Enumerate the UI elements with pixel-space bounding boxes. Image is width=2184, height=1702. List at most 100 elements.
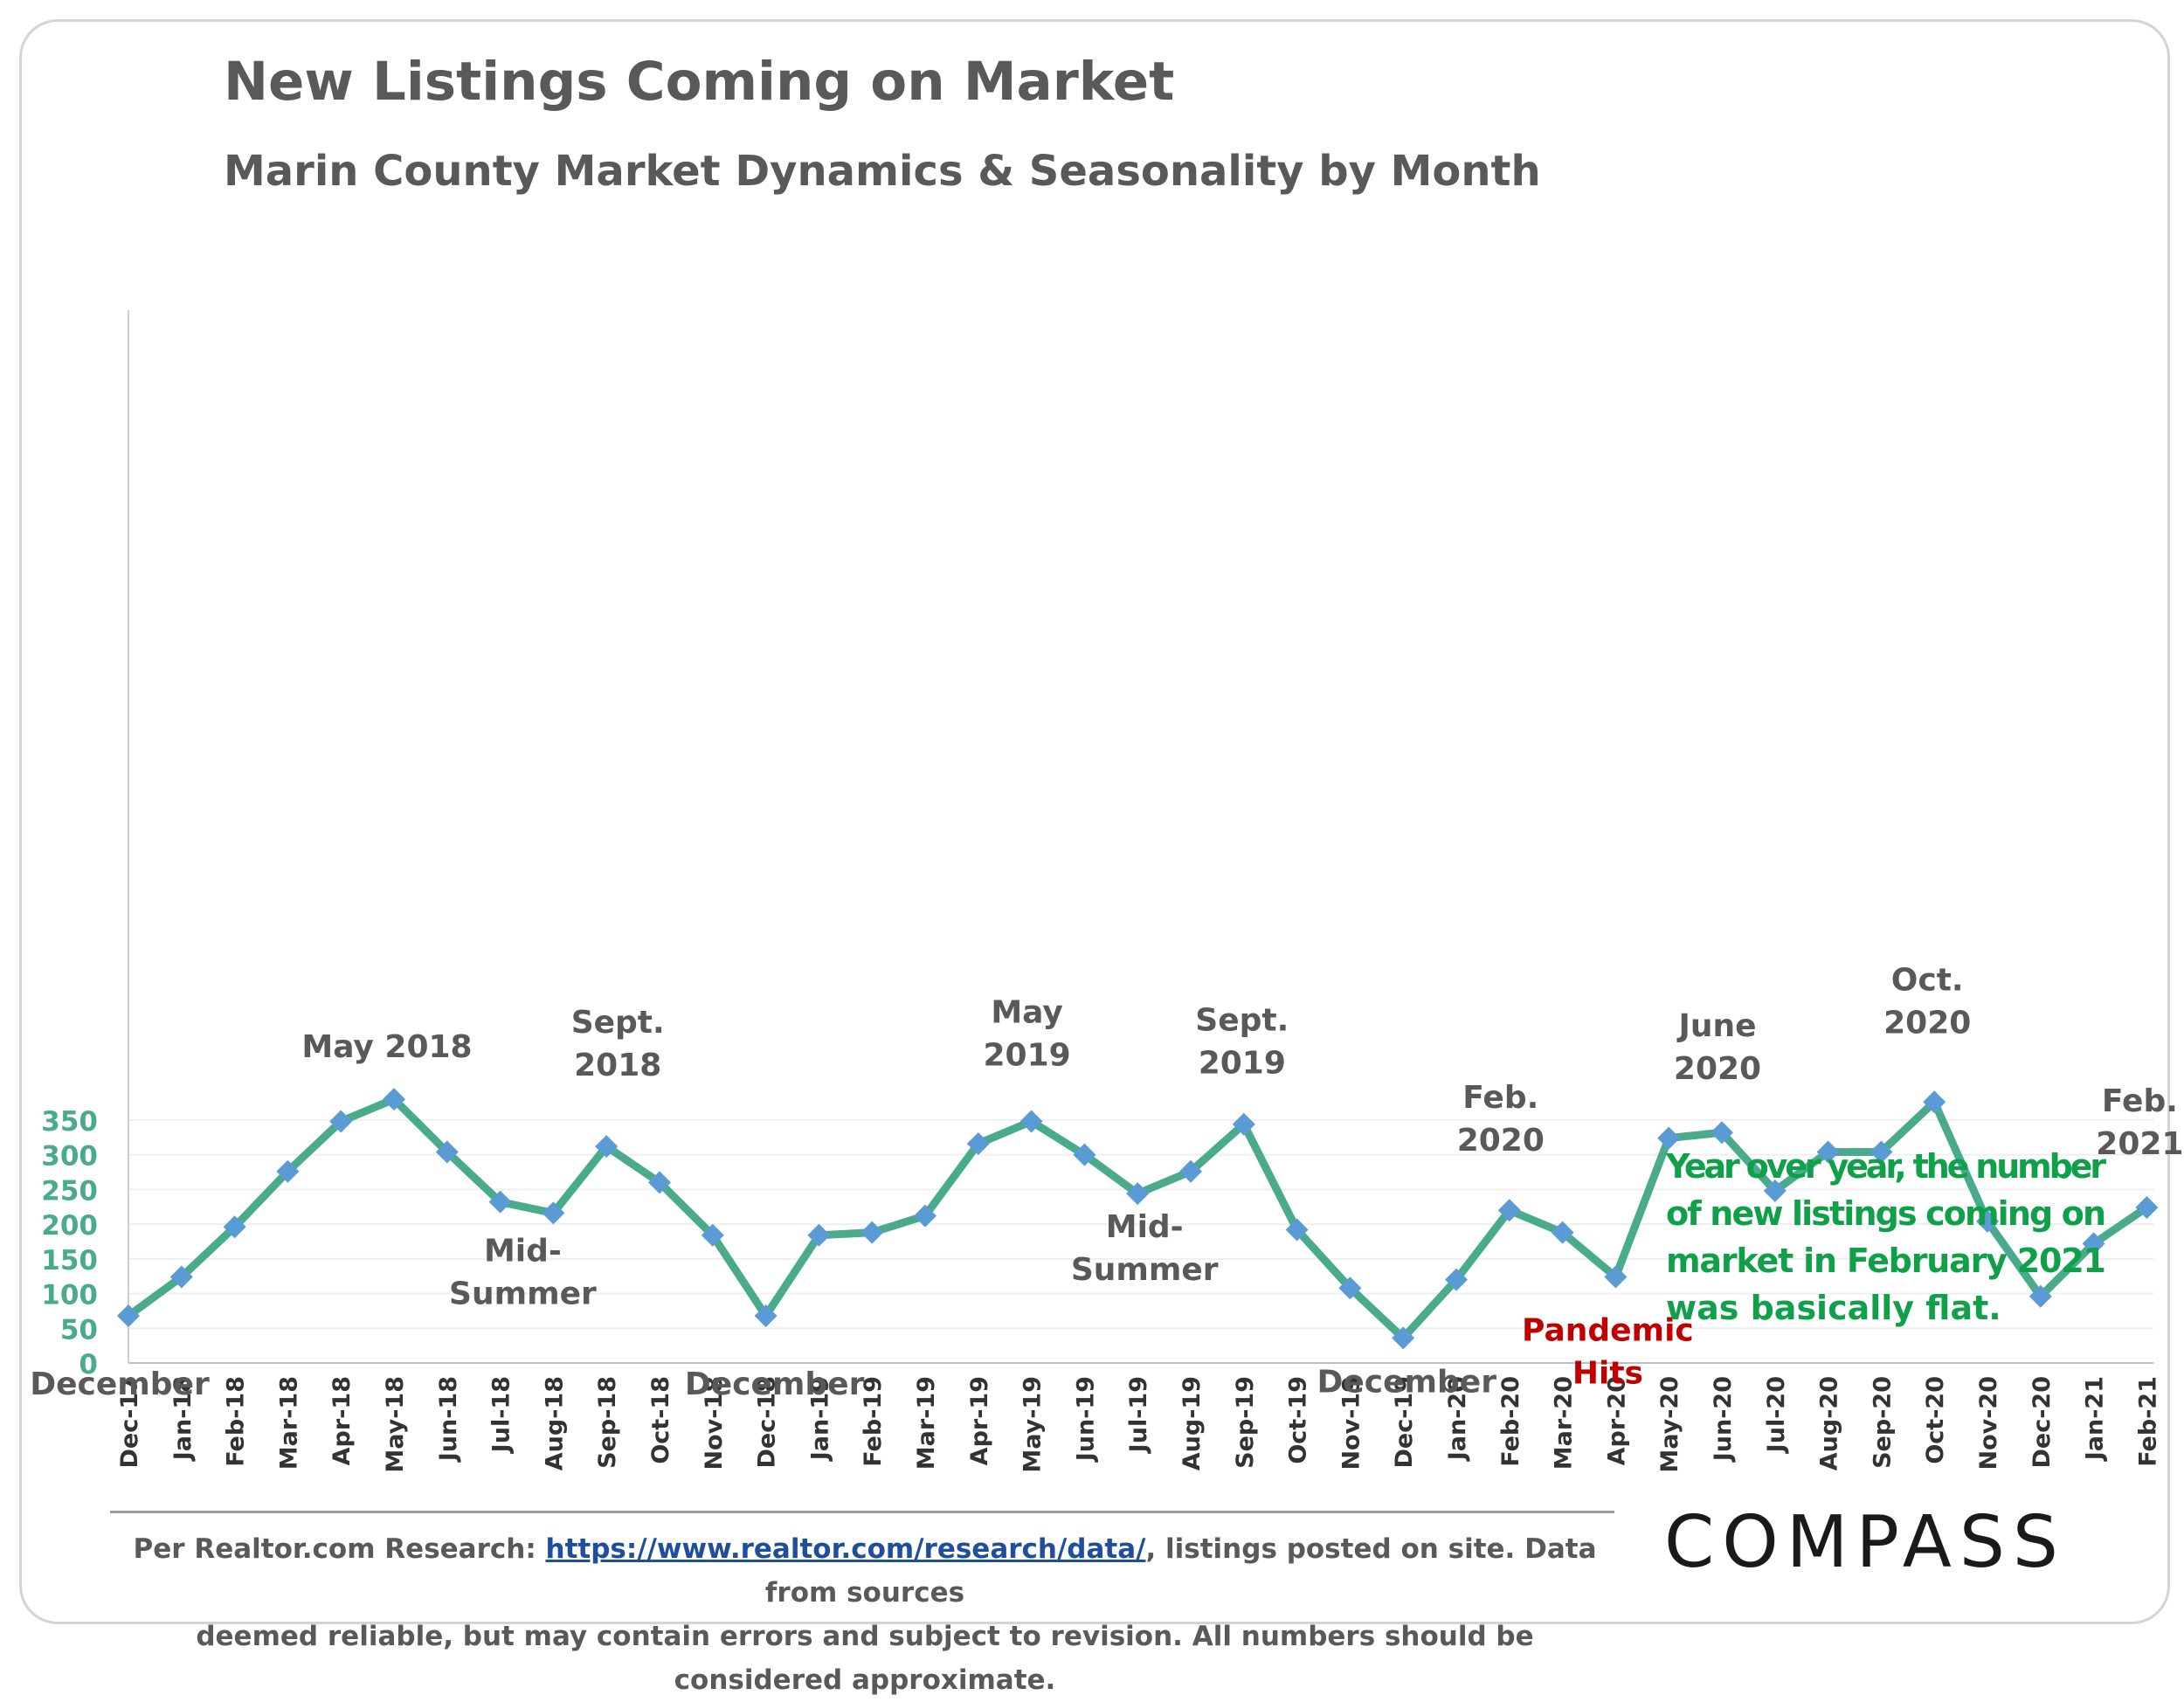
point-annotation: 2019: [983, 1038, 1070, 1074]
x-tick-label: Jun-20: [1710, 1376, 1737, 1463]
x-tick-label: Sep-19: [1232, 1376, 1259, 1469]
point-annotation: May 2018: [301, 1029, 472, 1065]
x-tick-label: Jan-20: [1444, 1376, 1471, 1462]
y-tick-label: 0: [79, 1349, 98, 1380]
x-tick-label: Jul-20: [1763, 1376, 1790, 1454]
data-point: [329, 1110, 353, 1133]
y-tick-label: 350: [41, 1106, 98, 1138]
data-point: [2135, 1196, 2159, 1220]
point-annotation: Summer: [449, 1276, 597, 1311]
y-tick-label: 50: [60, 1314, 98, 1346]
x-tick-label: Jan-18: [169, 1376, 197, 1462]
data-point: [1126, 1182, 1150, 1206]
point-annotation: Sept.: [571, 1005, 665, 1041]
summary-note-line: market in February 2021: [1666, 1242, 2106, 1280]
data-point: [595, 1135, 619, 1159]
point-annotation: Mid-: [484, 1233, 562, 1269]
x-tick-label: Nov-19: [1337, 1376, 1365, 1470]
summary-note-line: was basically flat.: [1666, 1289, 2001, 1327]
summary-note-line: of new listings coming on: [1666, 1194, 2106, 1233]
x-tick-label: Aug-18: [541, 1376, 568, 1470]
point-annotation: 2018: [574, 1048, 661, 1083]
data-point: [1232, 1112, 1255, 1136]
footer-divider: [110, 1511, 1614, 1513]
x-tick-label: Feb-18: [223, 1376, 250, 1467]
x-tick-label: Mar-20: [1551, 1376, 1578, 1470]
x-tick-label: Jun-19: [1072, 1376, 1099, 1463]
point-annotation: Feb.: [2102, 1083, 2178, 1119]
data-point: [1816, 1140, 1840, 1164]
data-point: [169, 1265, 193, 1289]
x-tick-label: Dec-19: [1391, 1376, 1418, 1469]
data-point: [1976, 1209, 1999, 1233]
x-tick-label: Mar-18: [275, 1376, 302, 1470]
data-point: [435, 1140, 459, 1164]
source-link[interactable]: https://www.realtor.com/research/data/: [545, 1533, 1146, 1565]
data-point: [1285, 1218, 1309, 1242]
y-tick-label: 200: [41, 1210, 98, 1242]
x-tick-label: Jan-21: [2082, 1376, 2109, 1462]
y-tick-label: 150: [41, 1245, 98, 1276]
point-annotation: December: [685, 1366, 865, 1402]
y-tick-label: 100: [41, 1280, 98, 1311]
point-annotation: 2020: [1674, 1051, 1761, 1087]
data-point: [1923, 1090, 1946, 1114]
point-annotation: December: [1317, 1364, 1496, 1400]
point-annotation: June: [1676, 1008, 1756, 1044]
data-point: [701, 1223, 724, 1247]
x-tick-label: Aug-19: [1178, 1376, 1206, 1470]
x-tick-label: Dec-18: [754, 1376, 781, 1469]
data-point: [1179, 1159, 1202, 1183]
data-point: [542, 1201, 565, 1225]
x-tick-label: Apr-18: [328, 1376, 356, 1465]
x-tick-label: Sep-18: [594, 1376, 621, 1469]
x-tick-label: May-20: [1656, 1376, 1683, 1473]
data-point: [807, 1223, 831, 1247]
x-tick-label: Oct-19: [1285, 1376, 1312, 1464]
x-tick-label: Feb-20: [1497, 1376, 1524, 1467]
x-tick-label: May-19: [1019, 1376, 1047, 1473]
x-tick-label: Dec-20: [2028, 1376, 2056, 1469]
point-annotation: Oct.: [1891, 962, 1964, 998]
x-tick-label: Oct-20: [1922, 1376, 1949, 1464]
point-annotation: December: [30, 1366, 210, 1402]
point-annotation: 2020: [1457, 1123, 1545, 1159]
footnote-line2: deemed reliable, but may contain errors …: [196, 1621, 1534, 1696]
point-annotation: Pandemic: [1522, 1312, 1694, 1348]
x-tick-label: May-18: [382, 1376, 409, 1473]
data-point: [966, 1131, 990, 1155]
point-annotation: Summer: [1071, 1252, 1219, 1288]
point-annotation: Hits: [1572, 1355, 1643, 1391]
chart-frame: [19, 19, 2170, 1624]
x-tick-label: Jun-18: [435, 1376, 462, 1463]
data-point: [117, 1304, 140, 1327]
data-point: [1497, 1199, 1521, 1222]
point-annotation: Sept.: [1195, 1003, 1289, 1039]
data-point: [1338, 1276, 1362, 1300]
x-tick-label: Mar-19: [913, 1376, 940, 1470]
data-point: [1551, 1221, 1574, 1244]
data-point: [276, 1159, 300, 1183]
x-tick-label: Feb-21: [2134, 1376, 2161, 1467]
point-annotation: Feb.: [1462, 1080, 1538, 1116]
point-annotation: 2021: [2096, 1126, 2183, 1162]
compass-logo: COMPASS: [1664, 1501, 2066, 1584]
data-point: [1763, 1179, 1787, 1202]
data-point: [1445, 1268, 1468, 1291]
x-tick-label: Apr-20: [1603, 1376, 1630, 1465]
point-annotation: 2019: [1199, 1046, 1286, 1082]
x-tick-label: Apr-19: [966, 1376, 993, 1465]
data-point: [223, 1215, 246, 1239]
data-point: [754, 1304, 778, 1327]
data-point: [1870, 1140, 1893, 1164]
footnote-prefix: Per Realtor.com Research:: [133, 1533, 536, 1565]
y-tick-label: 250: [41, 1175, 98, 1207]
data-point: [383, 1088, 405, 1111]
x-tick-label: Jul-19: [1125, 1376, 1152, 1454]
data-point: [914, 1204, 936, 1228]
x-tick-label: Aug-20: [1816, 1376, 1843, 1470]
data-point: [648, 1171, 671, 1194]
chart-subtitle: Marin County Market Dynamics & Seasonali…: [224, 147, 1541, 196]
data-point: [1657, 1126, 1681, 1150]
